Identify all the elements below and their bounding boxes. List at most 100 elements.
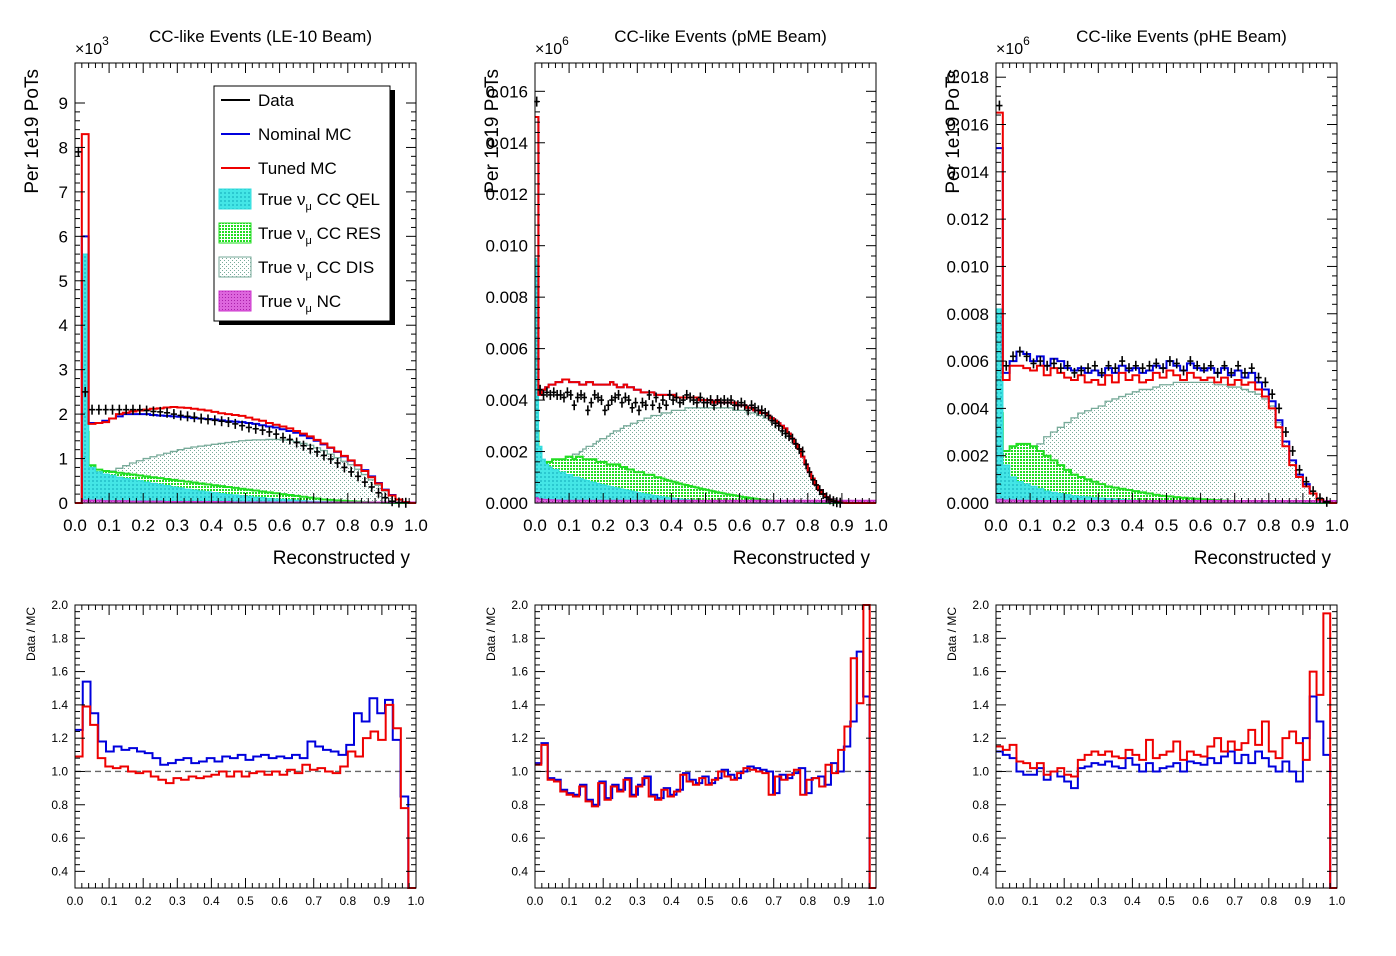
x-tick-label: 1.0: [868, 894, 885, 908]
data-point: [75, 146, 82, 157]
y-tick-label: 8: [59, 138, 68, 157]
x-tick-label: 0.0: [988, 894, 1005, 908]
data-point: [663, 400, 669, 411]
data-point: [341, 462, 348, 473]
legend-entry-tuned: Tuned MC: [221, 159, 337, 178]
data-point: [766, 410, 772, 421]
y-tick-label: 7: [59, 183, 68, 202]
data-point: [279, 432, 287, 443]
data-point: [1119, 356, 1126, 367]
data-point: [588, 397, 594, 408]
data-point: [674, 392, 680, 403]
legend-entry-data: Data: [221, 91, 294, 110]
x-tick-label: 0.9: [830, 516, 854, 535]
x-tick-label: 0.2: [595, 894, 612, 908]
data-point: [575, 392, 581, 403]
y-tick-label: 2.0: [51, 598, 68, 612]
data-point: [564, 387, 570, 398]
data-point: [595, 392, 601, 403]
y-tick-label: 0.4: [972, 864, 989, 878]
data-point: [622, 392, 628, 403]
outline-dis-1: [75, 438, 416, 504]
legend-swatch: [218, 188, 252, 210]
fill-qel-1: [75, 254, 416, 503]
data-point: [1255, 372, 1262, 383]
x-tick-label: 0.1: [561, 894, 578, 908]
data-point: [735, 400, 741, 411]
x-tick-label: 0.6: [1192, 894, 1209, 908]
data-point: [800, 446, 806, 457]
data-point: [616, 389, 622, 400]
data-point: [1030, 358, 1037, 369]
plot-frame: [74, 604, 417, 889]
legend-entry-res: True νμ CC RES: [218, 222, 381, 247]
data-point: [286, 434, 293, 445]
data-point: [1248, 363, 1255, 374]
y-tick-label: 2.0: [511, 598, 528, 612]
data-point: [772, 418, 778, 429]
y-tick-label: 0.018: [946, 68, 989, 87]
data-point: [602, 405, 608, 416]
y-tick-label: 2.0: [972, 598, 989, 612]
x-tick-label: 0.6: [728, 516, 752, 535]
x-tick-label: 1.0: [1329, 894, 1346, 908]
plot-frame: [534, 604, 877, 889]
data-point: [1303, 476, 1310, 487]
data-point: [1289, 445, 1296, 456]
chart-panel-1: 0.0 0.1 0.2 0.3 0.4 0.5 0.6 0.7 0.8 0.9 1.0 0 1 2 3 4 5 6…: [22, 27, 428, 569]
data-point: [320, 450, 328, 461]
y-tick-label: 1.0: [511, 764, 528, 778]
legend-label: True νμ CC RES: [258, 224, 381, 247]
data-point: [585, 405, 591, 416]
x-tick-label: 0.0: [67, 894, 84, 908]
x-tick-label: 0.7: [765, 894, 782, 908]
exponent-label: ×106: [996, 34, 1030, 58]
chart-title: CC-like Events (LE-10 Beam): [149, 27, 372, 46]
data-point: [266, 426, 273, 437]
legend-entry-nominal: Nominal MC: [221, 125, 352, 144]
data-point: [612, 392, 618, 403]
data-point: [738, 397, 744, 408]
data-point: [368, 482, 375, 492]
data-point: [1159, 363, 1167, 374]
data-point: [307, 443, 314, 454]
data-point: [571, 400, 577, 411]
data-point: [824, 492, 830, 503]
exponent-label: ×106: [535, 34, 569, 58]
data-point: [1241, 367, 1249, 378]
data-point: [1139, 363, 1146, 374]
data-point: [568, 389, 574, 400]
data-point: [245, 422, 253, 433]
x-tick-label: 0.1: [1022, 894, 1039, 908]
data-point: [718, 397, 724, 408]
data-point: [1084, 363, 1092, 374]
data-point: [752, 402, 758, 413]
data-point: [541, 389, 547, 400]
data-point: [1003, 360, 1010, 371]
data-point: [592, 389, 598, 400]
data-point: [232, 418, 239, 429]
series-data-3: [996, 100, 1330, 507]
legend-label: Tuned MC: [258, 159, 337, 178]
data-point: [1064, 360, 1071, 371]
data-point: [813, 479, 819, 490]
data-point: [687, 392, 693, 403]
x-tick-label: 0.3: [629, 894, 646, 908]
y-tick-label: 0.012: [946, 210, 989, 229]
data-point: [218, 416, 225, 427]
data-point: [334, 458, 341, 468]
data-point: [762, 407, 768, 418]
data-point: [1050, 358, 1058, 369]
x-tick-label: 0.2: [1052, 516, 1076, 535]
x-axis-label: Reconstructed y: [1194, 548, 1332, 569]
x-tick-label: 0.9: [370, 516, 394, 535]
x-tick-label: 0.3: [1086, 516, 1110, 535]
chart-panel-3: 0.0 0.1 0.2 0.3 0.4 0.5 0.6 0.7 0.8 0.9 1.0 0.000 0.…: [943, 27, 1349, 569]
data-point: [680, 395, 686, 406]
fill-qel-2: [535, 258, 876, 503]
data-point: [820, 488, 826, 499]
legend-label: True νμ CC QEL: [258, 190, 380, 213]
data-point: [660, 395, 666, 406]
x-tick-label: 0.4: [660, 516, 684, 535]
data-point: [1235, 360, 1242, 371]
